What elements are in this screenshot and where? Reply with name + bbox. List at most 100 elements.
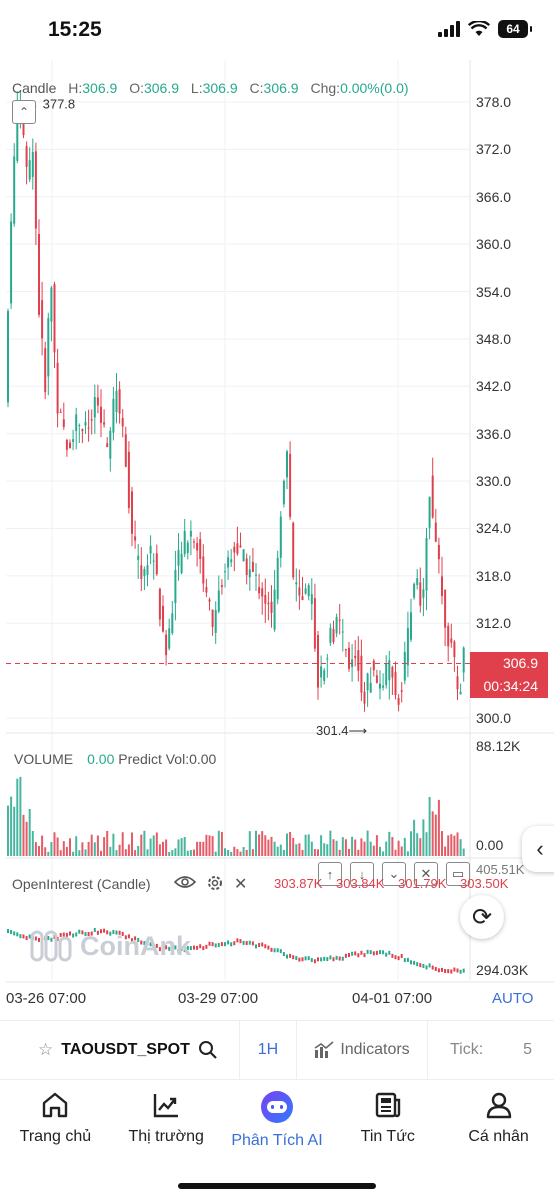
eye-icon[interactable]	[173, 874, 197, 895]
high-key: H:	[68, 80, 83, 96]
oi-candle	[84, 932, 87, 937]
nav-market-label: Thị trường	[128, 1128, 204, 1145]
auto-scale-button[interactable]: AUTO	[492, 990, 534, 1007]
oi-candle	[413, 960, 416, 965]
oi-candle	[282, 952, 285, 957]
candle-body	[394, 671, 397, 696]
oi-candle	[459, 969, 462, 974]
remove-indicator-icon[interactable]: ✕	[234, 876, 248, 893]
oi-candle	[115, 930, 118, 935]
oi-candle	[109, 931, 112, 936]
volume-bar	[227, 849, 230, 856]
oi-candle	[87, 932, 90, 937]
oi-candle	[25, 936, 28, 941]
collapse-header-button[interactable]: ⌃	[12, 100, 36, 124]
price-chart[interactable]: ← 377.8 301.4⟶	[0, 60, 554, 1020]
volume-bar	[397, 840, 400, 856]
refresh-button[interactable]: ⟳	[460, 895, 504, 939]
oi-candle	[38, 937, 40, 942]
nav-home[interactable]: Trang chủ	[0, 1080, 111, 1170]
symbol-selector[interactable]: ☆ TAOUSDT_SPOT	[0, 1021, 240, 1079]
y-tick-label: 378.0	[476, 94, 512, 110]
volume-bar	[155, 832, 158, 856]
candle-body	[419, 582, 422, 606]
volume-bar	[236, 849, 239, 856]
oi-candle	[338, 956, 341, 961]
star-icon[interactable]: ☆	[38, 1040, 54, 1059]
oi-candle	[363, 953, 366, 958]
candle-body	[326, 658, 329, 660]
volume-bar	[351, 836, 354, 856]
candle-body	[422, 589, 425, 598]
candle-body	[205, 587, 208, 593]
oi-candle	[348, 952, 350, 957]
oi-candle	[323, 956, 326, 961]
candle-body	[103, 422, 106, 425]
gear-icon[interactable]	[206, 874, 224, 897]
candle-body	[31, 151, 34, 177]
close-pane-button[interactable]: ✕	[414, 862, 438, 886]
oi-candle	[310, 958, 313, 963]
volume-bar	[270, 836, 273, 856]
candle-body	[16, 110, 19, 161]
oi-candle	[106, 930, 109, 935]
scroll-up-button[interactable]: ↑	[318, 862, 342, 886]
volume-bar	[422, 819, 425, 856]
volume-bar	[10, 796, 13, 856]
volume-bar	[115, 850, 118, 856]
candle-body	[307, 585, 310, 597]
volume-bar	[326, 844, 329, 856]
candle-body	[220, 585, 223, 588]
candle-body	[413, 583, 416, 598]
scroll-down-button[interactable]: ↓	[350, 862, 374, 886]
chevron-left-icon: ‹	[536, 836, 544, 861]
oi-candle	[19, 934, 22, 939]
nav-market[interactable]: Thị trường	[111, 1080, 222, 1170]
candle-body	[453, 641, 456, 658]
oi-candle	[47, 936, 50, 941]
oi-candle	[444, 969, 447, 974]
oi-candle	[158, 947, 161, 952]
oi-candle	[273, 948, 276, 953]
oi-candle	[366, 949, 369, 954]
volume-bar	[165, 839, 168, 856]
indicators-button[interactable]: Indicators	[297, 1021, 428, 1079]
oi-candle	[255, 944, 257, 949]
oi-candle	[434, 966, 437, 971]
volume-bar	[103, 837, 106, 856]
volume-bar	[38, 846, 40, 856]
oi-candle	[211, 942, 214, 947]
open-interest-label: OpenInterest (Candle)	[12, 876, 151, 892]
nav-profile-label: Cá nhân	[468, 1128, 529, 1145]
volume-bar	[320, 835, 323, 856]
nav-profile[interactable]: Cá nhân	[443, 1080, 554, 1170]
candle-body	[425, 537, 428, 591]
tick-selector[interactable]: Tick: 5	[428, 1021, 554, 1079]
volume-bar	[335, 840, 338, 856]
nav-ai-label: Phân Tích AI	[231, 1132, 323, 1149]
oi-candle	[450, 969, 453, 974]
volume-bar	[264, 835, 267, 856]
nav-news[interactable]: Tin Tức	[332, 1080, 443, 1170]
candle-body	[53, 284, 56, 353]
candle-body	[282, 480, 285, 505]
minimize-button[interactable]: ⌄	[382, 862, 406, 886]
oi-candle	[447, 969, 450, 974]
volume-bar	[307, 834, 310, 856]
oi-candle	[56, 936, 59, 941]
volume-bar	[354, 839, 357, 856]
nav-ai-analysis[interactable]: Phân Tích AI	[222, 1080, 333, 1170]
y-tick-label: 354.0	[476, 283, 512, 300]
expand-side-panel-button[interactable]: ‹	[522, 826, 554, 872]
oi-candle	[341, 956, 344, 961]
candle-body	[344, 649, 347, 651]
volume-value: 0.00	[87, 751, 115, 767]
battery-level: 64	[506, 22, 520, 36]
candle-body	[363, 691, 366, 704]
cellular-signal-icon	[438, 21, 460, 37]
volume-bar	[453, 835, 456, 856]
oi-candle	[264, 944, 267, 949]
timeframe-selector[interactable]: 1H	[240, 1021, 297, 1079]
search-icon[interactable]	[198, 1040, 218, 1060]
pane-settings-button[interactable]: ▭	[446, 862, 470, 886]
